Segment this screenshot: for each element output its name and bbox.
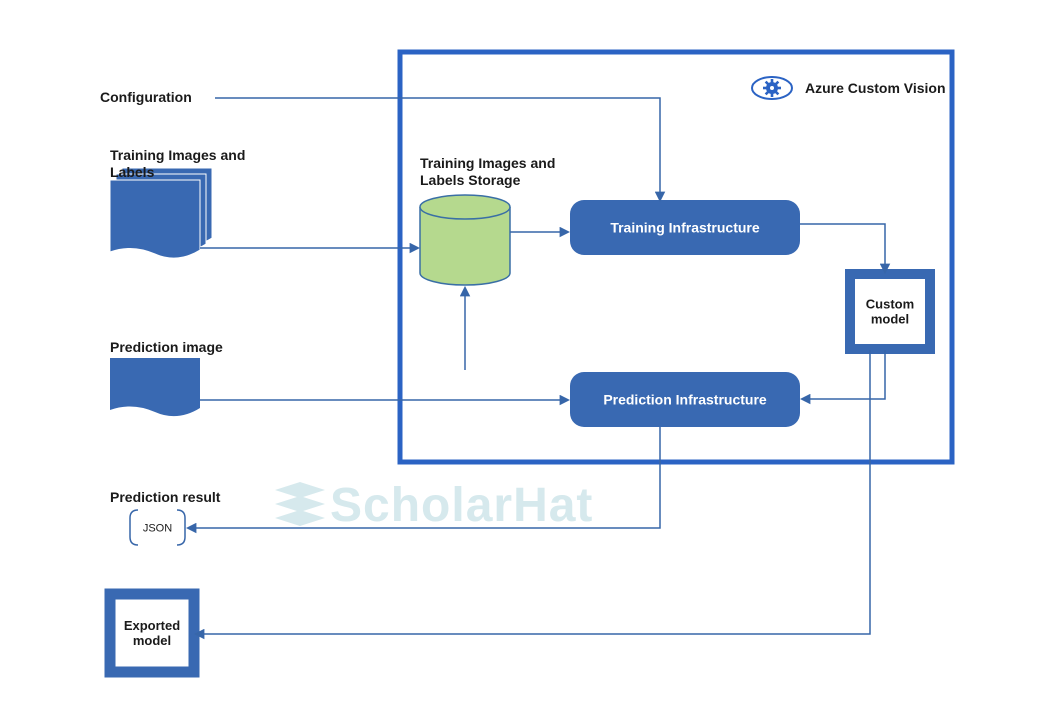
training-storage-label: Training Images and Labels Storage [420,155,555,189]
prediction-result-label: Prediction result [110,489,220,506]
custom-model-text: model [871,312,909,327]
training-doc-icon [110,180,200,258]
diagram-canvas: Training Infrastructure Prediction Infras… [0,0,1037,712]
prediction-image-label: Prediction image [110,339,223,356]
prediction-doc-icon [110,358,200,416]
exported-model-text: Exported [124,618,180,633]
json-right-bracket [177,510,185,545]
edge-predbox-down-json [188,427,660,528]
storage-cylinder-top [420,195,510,219]
watermark-icon [270,480,330,530]
prediction-infra-text: Prediction Infrastructure [603,392,767,408]
gear-icon [763,79,781,97]
configuration-label: Configuration [100,89,192,106]
json-left-bracket [130,510,138,545]
json-text: JSON [143,523,172,535]
exported-model-text: model [133,633,171,648]
custom-model-text: Custom [866,297,914,312]
edge-custom-to-predbox [802,350,885,399]
azure-title-label: Azure Custom Vision [805,80,946,97]
edge-training-to-custom-v [800,224,885,272]
training-infra-text: Training Infrastructure [610,220,760,236]
training-images-label: Training Images and Labels [110,147,245,181]
